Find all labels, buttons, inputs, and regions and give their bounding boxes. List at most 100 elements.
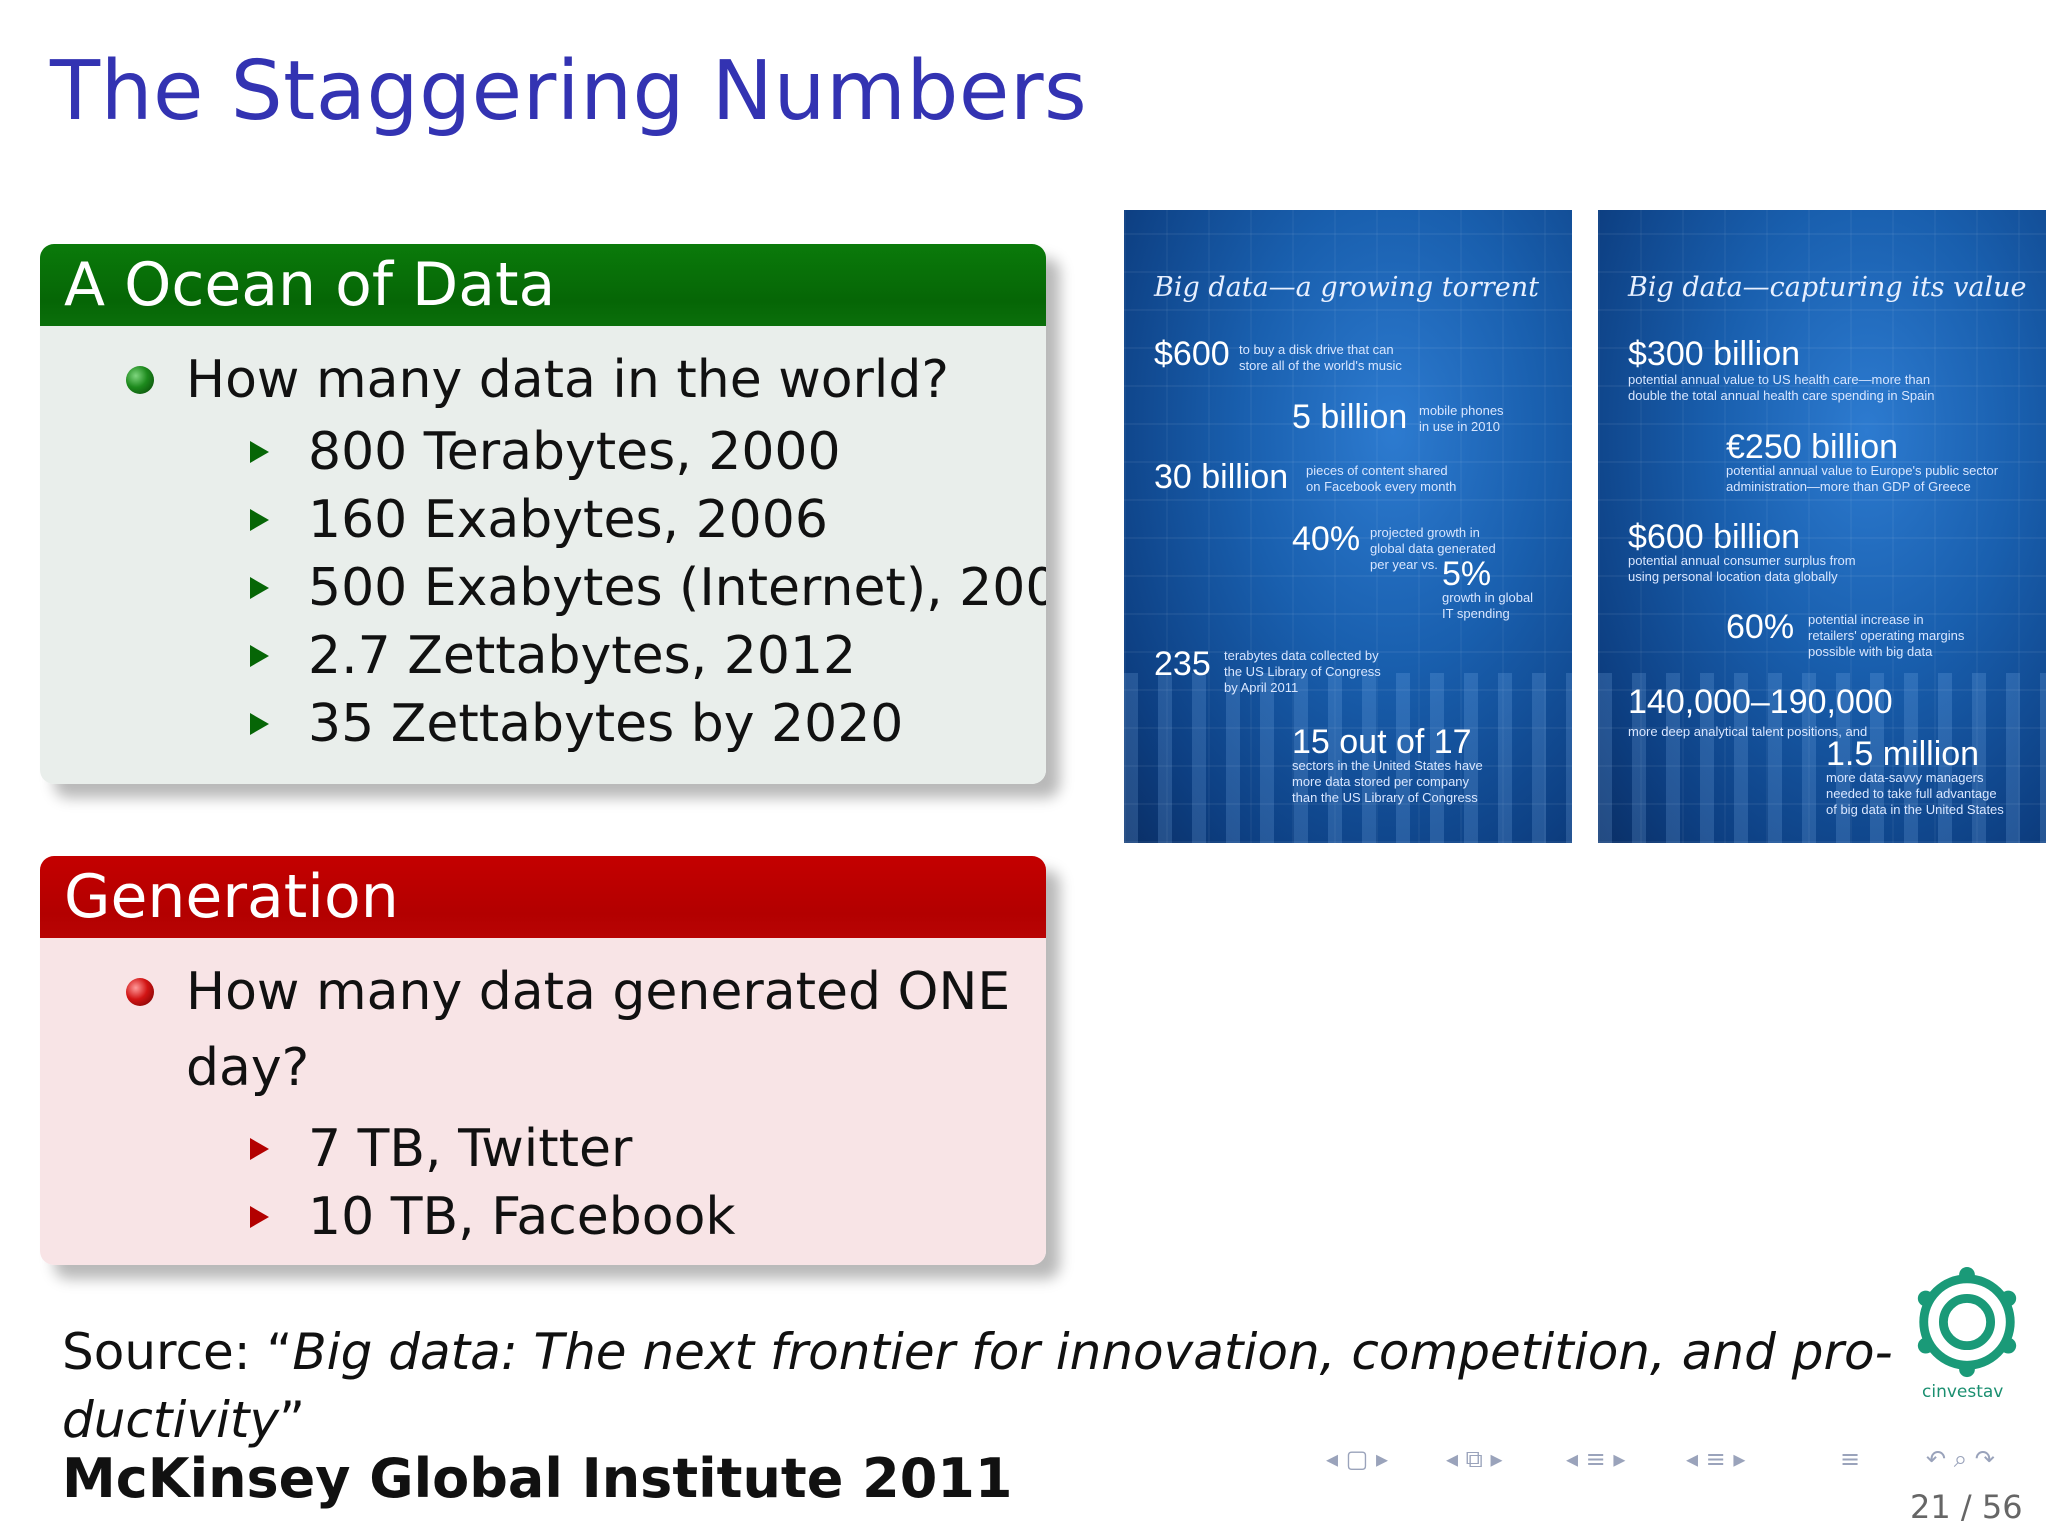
stat-desc-line: sectors in the United States have — [1292, 758, 1483, 773]
stat-value: 15 out of 17 — [1292, 723, 1472, 761]
stat-desc-line: global data generated — [1370, 541, 1496, 556]
ocean-item: 160 Exabytes, 2006 — [308, 490, 828, 550]
stat-desc-line: more data stored per company — [1292, 774, 1470, 789]
stat-desc-line: the US Library of Congress — [1224, 664, 1381, 679]
stat-desc: potential annual value to Europe's publi… — [1726, 463, 1998, 495]
triangle-bullet-icon — [250, 713, 269, 735]
stat-desc-line: needed to take full advantage — [1826, 786, 1997, 801]
nav-back-search-icon[interactable]: ↶ ⌕ ↷ — [1926, 1445, 1995, 1473]
nav-menu-icon[interactable]: ≡ — [1840, 1445, 1861, 1473]
stat-30-billion: 30 billion — [1154, 458, 1288, 497]
stat-value: 5% — [1442, 555, 1492, 593]
stat-40-percent: 40% — [1292, 520, 1360, 559]
stat-value: €250 billion — [1726, 428, 1899, 466]
generation-item: 10 TB, Facebook — [308, 1187, 736, 1247]
stat-desc-line: possible with big data — [1808, 644, 1933, 659]
stat-desc-line: IT spending — [1442, 606, 1510, 621]
stat-value: 60% — [1726, 608, 1795, 646]
stat-value: 140,000–190,000 — [1628, 683, 1893, 721]
bullet-ball-icon — [126, 978, 154, 1006]
stat-desc-line: per year vs. — [1370, 557, 1438, 572]
stat-desc-line: store all of the world's music — [1239, 358, 1402, 373]
stat-5-percent: 5% — [1442, 555, 1491, 594]
stat-desc-line: in use in 2010 — [1419, 419, 1500, 434]
stat-60-percent: 60% — [1726, 608, 1794, 647]
ocean-block-header: A Ocean of Data — [40, 244, 1046, 326]
triangle-bullet-icon — [250, 441, 269, 463]
cinvestav-logo-icon — [1917, 1266, 2017, 1378]
stat-desc: terabytes data collected by the US Libra… — [1224, 648, 1381, 696]
stat-desc: mobile phones in use in 2010 — [1419, 403, 1504, 435]
stat-desc: growth in global IT spending — [1442, 590, 1533, 622]
stat-desc-line: than the US Library of Congress — [1292, 790, 1478, 805]
stat-15-of-17: 15 out of 17 — [1292, 723, 1472, 762]
stat-235: 235 — [1154, 645, 1211, 684]
generation-question-line2: day? — [186, 1038, 310, 1098]
ocean-of-data-block: A Ocean of Data How many data in the wor… — [40, 244, 1046, 784]
value-image-title: Big data—capturing its value — [1628, 272, 2027, 303]
grid-texture — [1124, 210, 1572, 843]
source-title-line2: ductivity — [62, 1391, 280, 1449]
stat-value: $300 billion — [1628, 335, 1801, 373]
stat-value: 235 — [1154, 645, 1211, 683]
stat-desc: projected growth in global data generate… — [1370, 525, 1496, 573]
generation-question-line1: How many data generated ONE — [186, 962, 1011, 1022]
stat-300-billion: $300 billion — [1628, 335, 1800, 374]
stat-1-5-million: 1.5 million — [1826, 735, 1979, 774]
triangle-bullet-icon — [250, 1206, 269, 1228]
stat-desc-line: using personal location data globally — [1628, 569, 1838, 584]
source-prefix: Source: “ — [62, 1323, 293, 1381]
stat-value: 1.5 million — [1826, 735, 1980, 773]
stat-desc-line: to buy a disk drive that can — [1239, 342, 1394, 357]
stat-desc-line: double the total annual health care spen… — [1628, 388, 1935, 403]
stat-value: 5 billion — [1292, 398, 1408, 436]
stat-desc: potential increase in retailers' operati… — [1808, 612, 1964, 660]
source-suffix: ” — [279, 1391, 305, 1449]
stat-desc-line: more deep analytical talent positions, a… — [1628, 724, 1868, 739]
grid-texture — [1598, 210, 2046, 843]
stat-desc-line: more data-savvy managers — [1826, 770, 1984, 785]
stat-desc-line: growth in global — [1442, 590, 1534, 605]
slide-title: The Staggering Numbers — [50, 44, 1088, 139]
stat-value: $600 — [1154, 335, 1230, 373]
stat-desc-line: mobile phones — [1419, 403, 1504, 418]
stat-desc-line: of big data in the United States — [1826, 802, 2004, 817]
big-data-value-image: Big data—capturing its value $300 billio… — [1598, 210, 2046, 843]
nav-prev-section[interactable]: ◂ ≡ ▸ — [1566, 1445, 1626, 1473]
stat-desc-line: projected growth in — [1370, 525, 1480, 540]
stat-desc: more deep analytical talent positions, a… — [1628, 724, 1867, 740]
stat-5-billion: 5 billion — [1292, 398, 1407, 437]
stat-value: 30 billion — [1154, 458, 1289, 496]
stat-desc: sectors in the United States have more d… — [1292, 758, 1483, 806]
stat-desc: to buy a disk drive that can store all o… — [1239, 342, 1402, 374]
big-data-torrent-image: Big data—a growing torrent $600 to buy a… — [1124, 210, 1572, 843]
ocean-item: 2.7 Zettabytes, 2012 — [308, 626, 857, 686]
torrent-image-title: Big data—a growing torrent — [1154, 272, 1539, 303]
ocean-question: How many data in the world? — [186, 350, 949, 410]
triangle-bullet-icon — [250, 645, 269, 667]
stat-desc-line: pieces of content shared — [1306, 463, 1448, 478]
nav-prev-frame[interactable]: ◂ ▢ ▸ — [1326, 1445, 1389, 1473]
stat-analytical-talent: 140,000–190,000 — [1628, 683, 1893, 722]
nav-prev-subsection[interactable]: ◂ ⧉ ▸ — [1446, 1445, 1503, 1473]
bullet-ball-icon — [126, 366, 154, 394]
stat-desc-line: potential annual value to Europe's publi… — [1726, 463, 1999, 478]
stat-desc: pieces of content shared on Facebook eve… — [1306, 463, 1456, 495]
stat-desc-line: retailers' operating margins — [1808, 628, 1965, 643]
stat-250-billion: €250 billion — [1726, 428, 1898, 467]
ocean-block-body: How many data in the world? 800 Terabyte… — [40, 326, 1046, 784]
nav-outline[interactable]: ◂ ≡ ▸ — [1686, 1445, 1746, 1473]
stat-600: $600 — [1154, 335, 1230, 374]
stat-desc-line: potential annual value to US health care… — [1628, 372, 1931, 387]
logo-label: cinvestav — [1922, 1382, 2004, 1402]
triangle-bullet-icon — [250, 1138, 269, 1160]
triangle-bullet-icon — [250, 577, 269, 599]
stat-desc-line: administration—more than GDP of Greece — [1726, 479, 1971, 494]
stat-desc-line: by April 2011 — [1224, 680, 1299, 695]
stat-desc-line: terabytes data collected by — [1224, 648, 1379, 663]
stat-desc-line: potential increase in — [1808, 612, 1924, 627]
generation-item: 7 TB, Twitter — [308, 1119, 633, 1179]
page-counter: 21 / 56 — [1910, 1488, 2023, 1526]
stat-value: $600 billion — [1628, 518, 1801, 556]
stat-600-billion: $600 billion — [1628, 518, 1800, 557]
